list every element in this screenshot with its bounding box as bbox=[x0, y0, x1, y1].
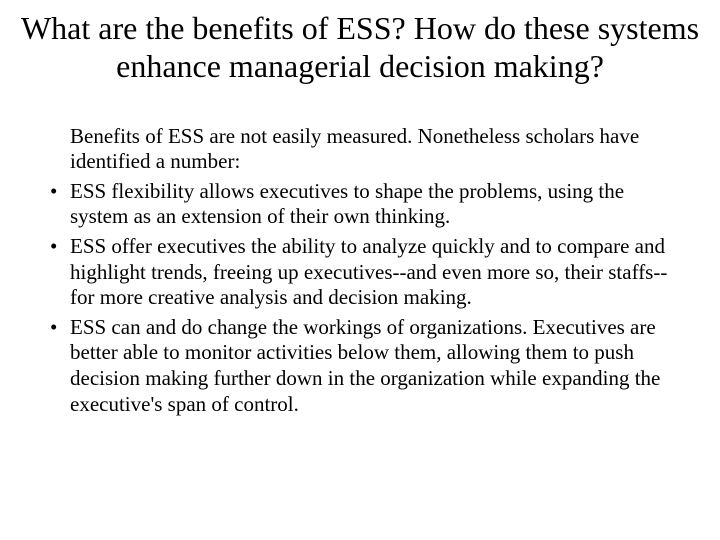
bullet-icon: • bbox=[50, 315, 57, 341]
list-item-text: ESS flexibility allows executives to sha… bbox=[70, 179, 624, 229]
slide-title: What are the benefits of ESS? How do the… bbox=[18, 10, 702, 86]
list-item-text: ESS offer executives the ability to anal… bbox=[70, 234, 667, 309]
list-item-text: ESS can and do change the workings of or… bbox=[70, 315, 660, 416]
slide-body: Benefits of ESS are not easily measured.… bbox=[18, 124, 702, 418]
list-item: • ESS offer executives the ability to an… bbox=[70, 234, 674, 311]
slide: What are the benefits of ESS? How do the… bbox=[0, 0, 720, 540]
bullet-list: • ESS flexibility allows executives to s… bbox=[70, 179, 674, 417]
intro-text: Benefits of ESS are not easily measured.… bbox=[70, 124, 674, 175]
list-item: • ESS flexibility allows executives to s… bbox=[70, 179, 674, 230]
bullet-icon: • bbox=[50, 179, 57, 205]
bullet-icon: • bbox=[50, 234, 57, 260]
list-item: • ESS can and do change the workings of … bbox=[70, 315, 674, 417]
